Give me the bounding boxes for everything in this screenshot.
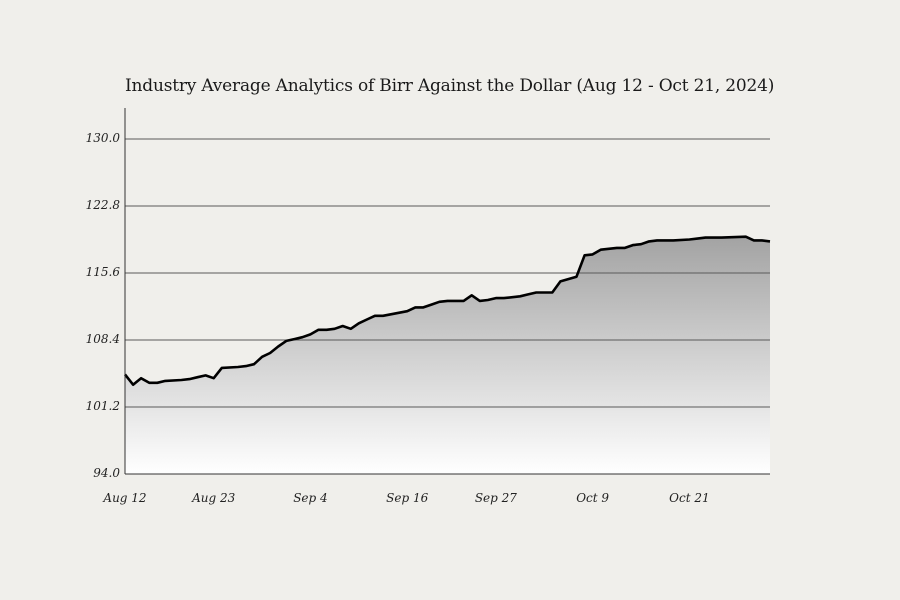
x-tick-label: Aug 23 [191,491,236,505]
x-tick-labels: Aug 12 Aug 23 Sep 4 Sep 16 Sep 27 Oct 9 Oct 21 [102,491,709,505]
area-layer [123,138,771,474]
x-tick-label: Aug 12 [102,491,146,505]
x-tick-label: Oct 21 [669,491,709,505]
y-tick-label: 122.8 [86,198,121,212]
area-fill [125,236,770,474]
x-tick-label: Oct 9 [576,491,609,505]
y-tick-label: 94.0 [93,466,120,480]
y-tick-label: 115.6 [86,265,121,279]
series-line [123,235,771,386]
x-tick-label: Sep 16 [386,491,428,505]
x-tick-label: Sep 4 [293,491,327,505]
chart-title: Industry Average Analytics of Birr Again… [125,76,775,96]
y-tick-label: 108.4 [86,332,120,346]
axes [124,108,770,475]
x-tick-label: Sep 27 [475,491,517,505]
y-tick-label: 101.2 [86,399,120,413]
y-tick-label: 130.0 [86,131,121,145]
y-tick-labels: 94.0 101.2 108.4 115.6 122.8 130.0 [86,131,121,480]
